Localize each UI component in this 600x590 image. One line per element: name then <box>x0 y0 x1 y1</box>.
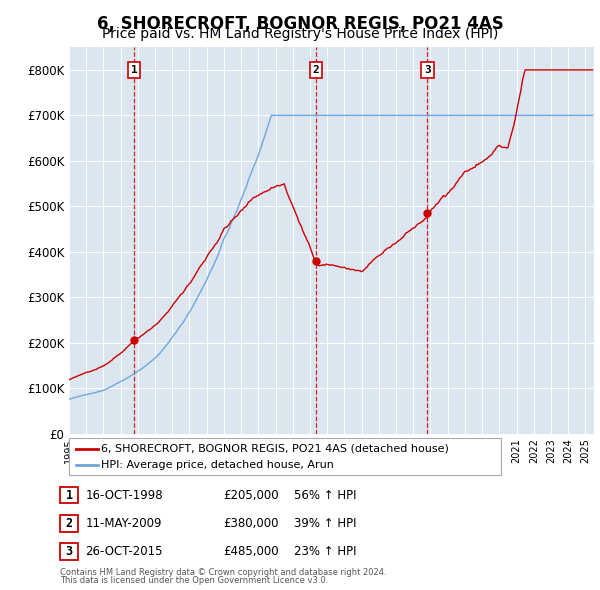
Text: 56% ↑ HPI: 56% ↑ HPI <box>294 489 356 502</box>
Text: 2: 2 <box>65 517 73 530</box>
Text: 2: 2 <box>313 65 320 75</box>
Text: Contains HM Land Registry data © Crown copyright and database right 2024.: Contains HM Land Registry data © Crown c… <box>60 568 386 577</box>
Text: 39% ↑ HPI: 39% ↑ HPI <box>294 517 356 530</box>
Text: 1: 1 <box>131 65 137 75</box>
Text: 11-MAY-2009: 11-MAY-2009 <box>85 517 162 530</box>
Text: 3: 3 <box>65 545 73 558</box>
Text: £380,000: £380,000 <box>223 517 279 530</box>
Text: 6, SHORECROFT, BOGNOR REGIS, PO21 4AS: 6, SHORECROFT, BOGNOR REGIS, PO21 4AS <box>97 15 503 33</box>
Text: 1: 1 <box>65 489 73 502</box>
Text: £205,000: £205,000 <box>223 489 279 502</box>
Text: 23% ↑ HPI: 23% ↑ HPI <box>294 545 356 558</box>
Text: This data is licensed under the Open Government Licence v3.0.: This data is licensed under the Open Gov… <box>60 576 328 585</box>
Text: HPI: Average price, detached house, Arun: HPI: Average price, detached house, Arun <box>101 460 334 470</box>
Text: Price paid vs. HM Land Registry's House Price Index (HPI): Price paid vs. HM Land Registry's House … <box>102 27 498 41</box>
Text: 26-OCT-2015: 26-OCT-2015 <box>85 545 163 558</box>
Text: 6, SHORECROFT, BOGNOR REGIS, PO21 4AS (detached house): 6, SHORECROFT, BOGNOR REGIS, PO21 4AS (d… <box>101 444 449 454</box>
Text: 3: 3 <box>424 65 431 75</box>
Text: 16-OCT-1998: 16-OCT-1998 <box>85 489 163 502</box>
Text: £485,000: £485,000 <box>223 545 279 558</box>
